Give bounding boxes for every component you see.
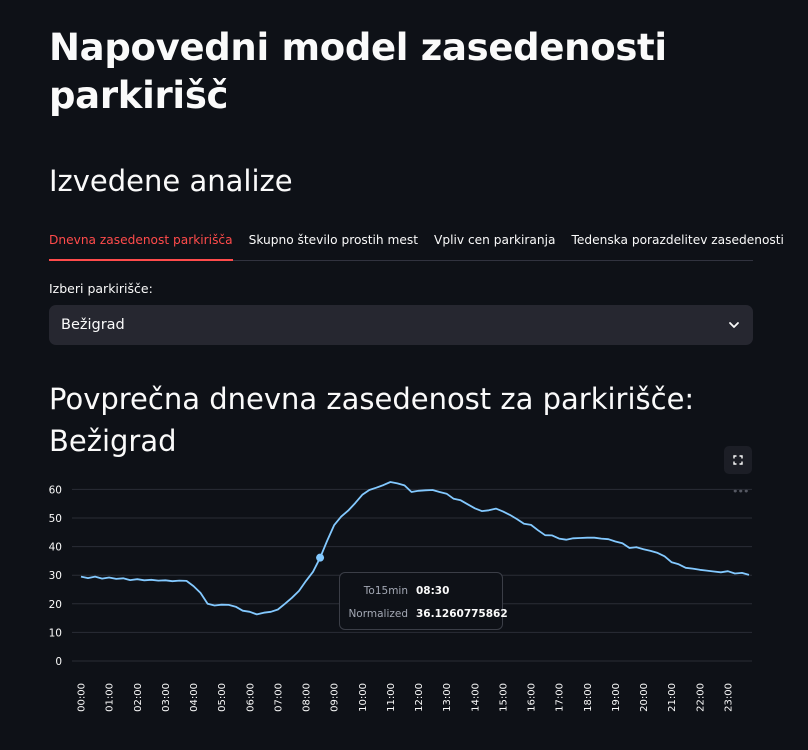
y-tick-label: 50 <box>49 513 62 525</box>
tab-weekly-distribution[interactable]: Tedenska porazdelitev zasedenosti <box>571 233 784 247</box>
y-tick-label: 0 <box>55 656 62 668</box>
x-tick-label: 01:00 <box>105 683 116 712</box>
tooltip-value: 08:30 <box>416 585 450 597</box>
tooltip-row-normalized: Normalized 36.1260775862 <box>340 608 507 622</box>
tab-bar: Dnevna zasedenost parkirišča Skupno štev… <box>49 224 784 261</box>
y-tick-label: 60 <box>49 484 62 496</box>
x-tick-label: 02:00 <box>133 683 144 712</box>
y-tick-label: 30 <box>49 570 62 582</box>
x-tick-label: 22:00 <box>695 683 706 712</box>
x-tick-label: 20:00 <box>639 683 650 712</box>
x-tick-label: 04:00 <box>189 683 200 712</box>
highlight-point <box>316 553 325 562</box>
y-tick-label: 40 <box>49 542 62 554</box>
x-tick-label: 05:00 <box>217 683 228 712</box>
x-tick-label: 13:00 <box>442 683 453 712</box>
tab-parking-prices-impact[interactable]: Vpliv cen parkiranja <box>434 233 556 247</box>
line-chart: 0 10 20 30 40 50 60 00:00 01:00 02:00 03:00 04:00 05… <box>49 481 752 712</box>
y-tick-label: 10 <box>49 627 62 639</box>
x-tick-label: 09:00 <box>330 683 341 712</box>
tooltip-value: 36.1260775862 <box>416 608 508 620</box>
x-tick-label: 00:00 <box>77 683 88 712</box>
x-tick-label: 23:00 <box>723 683 734 712</box>
x-tick-label: 08:00 <box>302 683 313 712</box>
more-horizontal-icon[interactable]: ••• <box>732 485 749 498</box>
x-tick-label: 21:00 <box>667 683 678 712</box>
x-tick-label: 16:00 <box>527 683 538 712</box>
tooltip-row-time: To15min 08:30 <box>340 585 502 599</box>
x-tick-label: 14:00 <box>470 683 481 712</box>
chevron-down-icon <box>729 322 739 328</box>
x-tick-label: 10:00 <box>358 683 369 712</box>
x-tick-label: 15:00 <box>498 683 509 712</box>
x-tick-label: 19:00 <box>611 683 622 712</box>
section-title: Izvedene analize <box>49 164 293 198</box>
chart-tooltip: To15min 08:30 Normalized 36.1260775862 <box>339 572 508 630</box>
x-tick-label: 17:00 <box>555 683 566 712</box>
tooltip-key: To15min <box>363 585 408 597</box>
parking-select-label: Izberi parkirišče: <box>49 281 153 296</box>
series-line <box>80 481 750 616</box>
tab-total-free-spaces[interactable]: Skupno število prostih mest <box>248 233 419 247</box>
fullscreen-button[interactable] <box>724 446 752 474</box>
chart-heading: Povprečna dnevna zasedenost za parkirišč… <box>49 382 695 458</box>
y-tick-label: 20 <box>49 599 62 611</box>
x-tick-label: 07:00 <box>273 683 284 712</box>
x-tick-label: 12:00 <box>414 683 425 712</box>
parking-select-value: Bežigrad <box>61 317 125 333</box>
tab-daily-occupancy[interactable]: Dnevna zasedenost parkirišča <box>49 224 233 261</box>
fullscreen-icon <box>733 455 743 465</box>
x-tick-label: 03:00 <box>161 683 172 712</box>
parking-select[interactable]: Bežigrad <box>49 305 753 345</box>
page-title: Napovedni model zasedenosti parkirišč <box>49 26 667 117</box>
x-tick-label: 06:00 <box>245 683 256 712</box>
tooltip-key: Normalized <box>348 608 408 620</box>
x-tick-label: 18:00 <box>583 683 594 712</box>
x-tick-label: 11:00 <box>386 683 397 712</box>
